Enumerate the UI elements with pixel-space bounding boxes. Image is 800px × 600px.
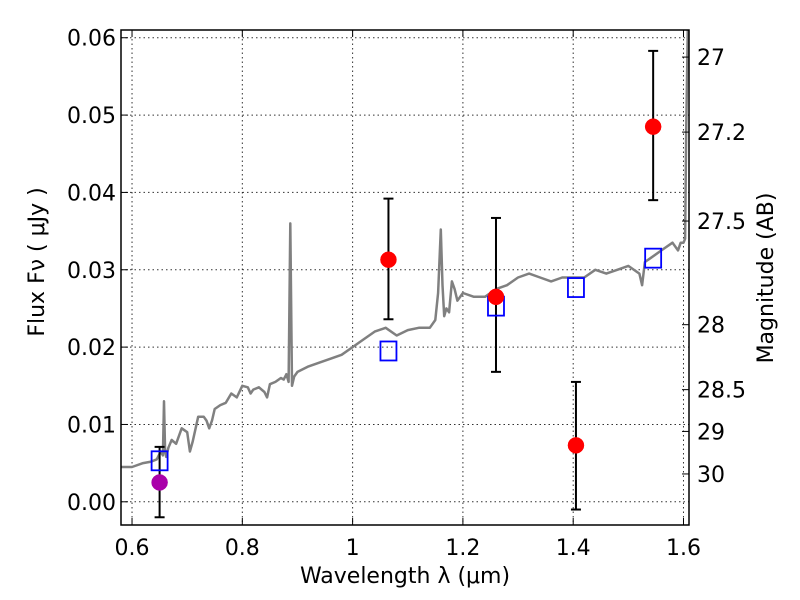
data-point [151, 474, 168, 491]
model-square [644, 247, 663, 269]
y-tick-label: 0.04 [67, 181, 116, 206]
y-tick-label: 0.01 [67, 413, 116, 438]
right-tick-label: 28 [697, 314, 725, 339]
data-point [644, 118, 662, 135]
x-tick-label: 1.4 [556, 536, 591, 561]
y-tick-label: 0.00 [67, 491, 116, 516]
data-point [567, 437, 585, 454]
right-tick-label: 29 [697, 420, 725, 445]
y-tick-label: 0.06 [67, 27, 116, 52]
data-point [380, 251, 397, 268]
model-square [379, 340, 398, 362]
y-tick-label: 0.02 [67, 336, 116, 361]
x-tick-label: 1.6 [666, 536, 701, 561]
x-axis-label: Wavelength λ (μm) [300, 564, 510, 589]
spectrum-line [121, 30, 689, 469]
spectrum-path [121, 30, 689, 469]
right-tick-label: 27.5 [697, 210, 746, 235]
x-tick-label: 1 [346, 536, 360, 561]
right-tick-label: 27.2 [697, 121, 746, 146]
grid [121, 30, 689, 525]
model-squares [150, 247, 663, 472]
x-tick-label: 0.6 [115, 536, 150, 561]
right-tick-label: 30 [697, 463, 725, 488]
x-tick-label: 1.2 [445, 536, 480, 561]
y-axis-label: Flux Fν ( μJy ) [25, 187, 50, 336]
right-tick-label: 27 [697, 46, 725, 71]
plot-frame [120, 29, 690, 526]
model-square [567, 277, 585, 298]
y-tick-label: 0.03 [67, 259, 116, 284]
right-axis-label: Magnitude (AB) [754, 193, 779, 364]
measured-points [151, 118, 662, 491]
y-tick-label: 0.05 [67, 104, 116, 129]
data-point [487, 288, 505, 306]
ticks: 0.6 0.8 1 1.2 1.4 1.6 0.00 0.01 0.02 0.03 0.04 0.05… [67, 27, 746, 561]
right-tick-label: 28.5 [697, 379, 746, 404]
model-square [150, 450, 169, 472]
x-tick-label: 0.8 [225, 536, 260, 561]
